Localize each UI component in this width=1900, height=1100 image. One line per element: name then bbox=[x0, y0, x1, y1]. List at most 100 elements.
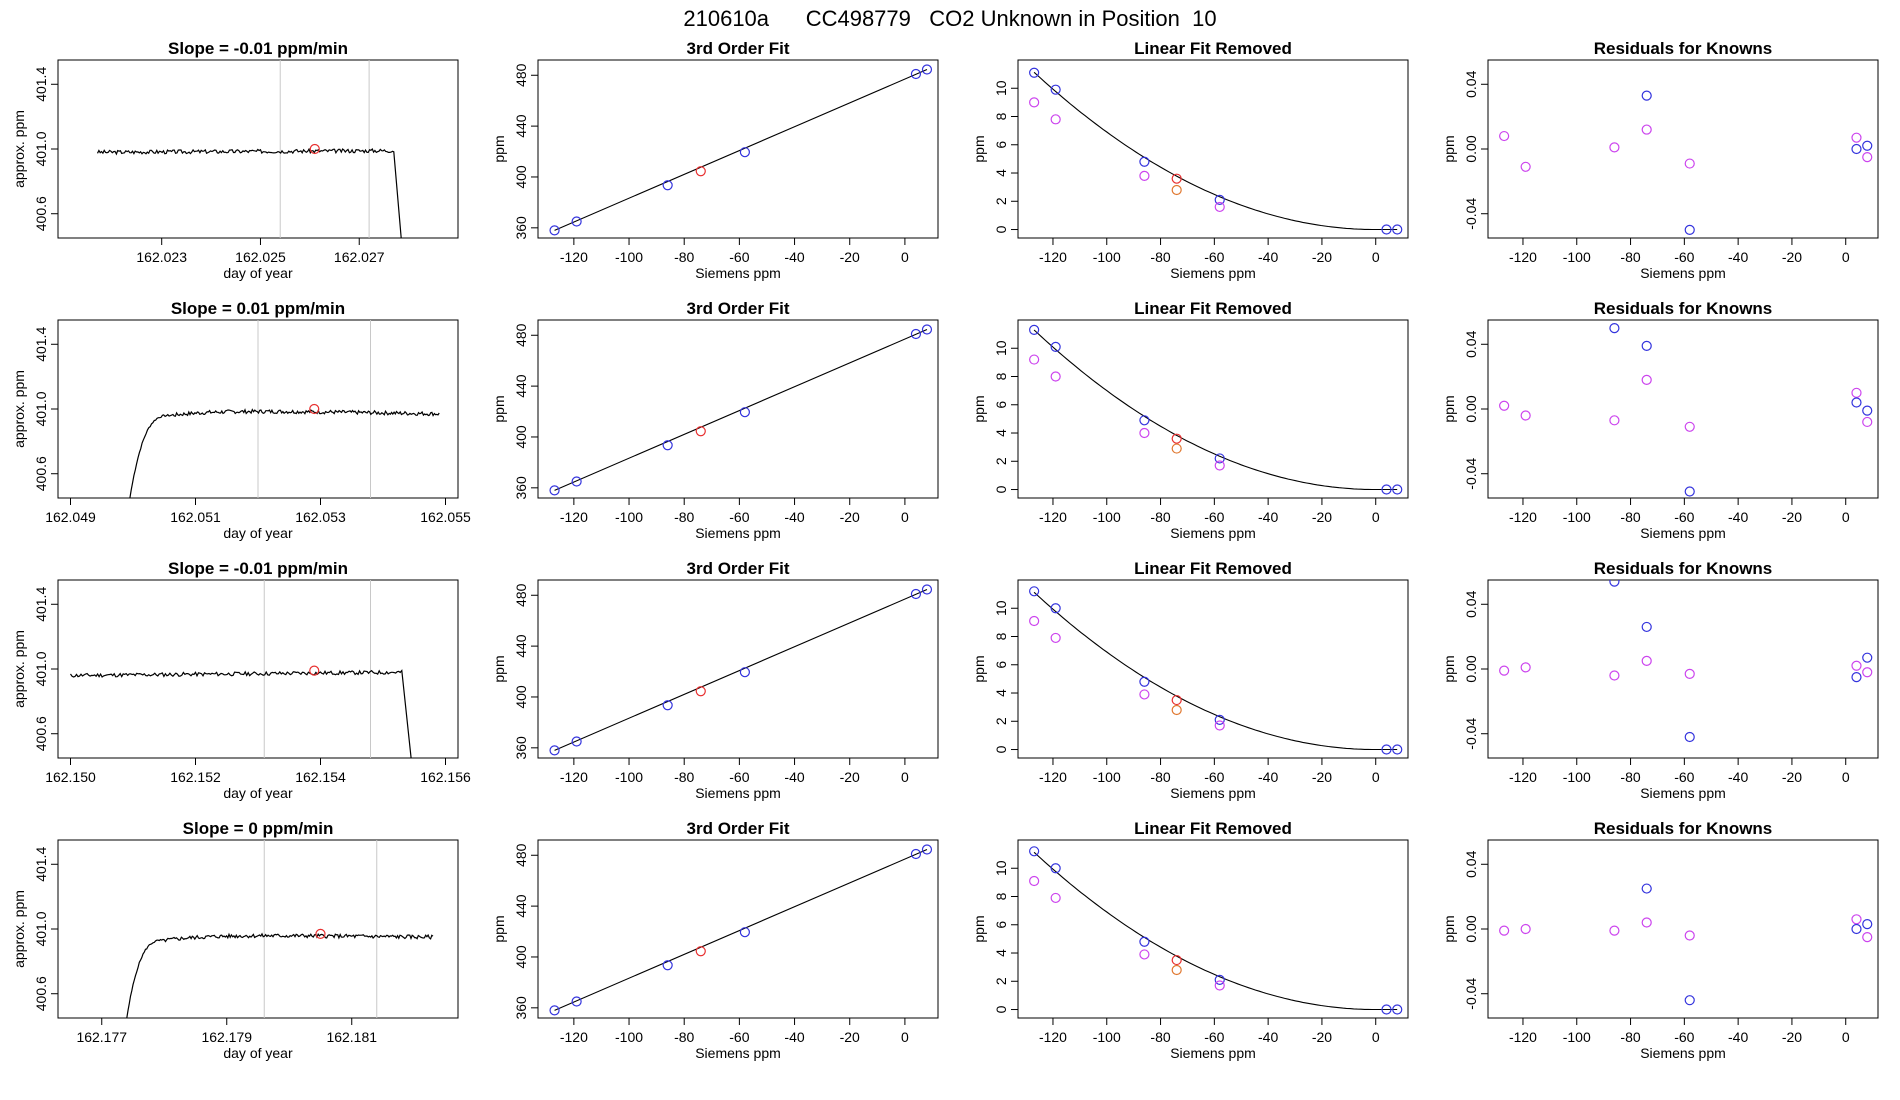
y-tick-label: 360 bbox=[513, 216, 529, 240]
x-axis-label: Siemens ppm bbox=[1170, 525, 1256, 541]
plot-frame bbox=[537, 319, 939, 499]
known-point bbox=[1214, 714, 1225, 725]
known-point bbox=[662, 960, 673, 971]
known-point bbox=[1684, 224, 1695, 236]
x-tick-label: -60 bbox=[729, 249, 749, 265]
magenta-point bbox=[1520, 923, 1531, 935]
x-tick-label: -20 bbox=[840, 1029, 860, 1045]
unknown_red-point bbox=[695, 166, 706, 177]
known-point bbox=[1641, 340, 1652, 351]
x-tick-label: -20 bbox=[1312, 249, 1332, 265]
y-tick-label: 10 bbox=[993, 340, 1009, 356]
plot-frame bbox=[1017, 59, 1409, 239]
magenta-point bbox=[1214, 980, 1225, 991]
x-tick-label: -20 bbox=[840, 249, 860, 265]
x-tick-label: 0 bbox=[1842, 769, 1850, 785]
y-tick-label: 8 bbox=[993, 372, 1009, 380]
x-tick-label: -40 bbox=[1728, 769, 1748, 785]
known-point bbox=[1684, 731, 1695, 743]
magenta-point bbox=[1029, 97, 1040, 108]
plot-area bbox=[549, 64, 933, 236]
known-point bbox=[910, 588, 922, 600]
plot-area bbox=[549, 584, 933, 756]
x-axis: -120 -100 -80 -60 -40 -20 0 Siemens ppm bbox=[560, 498, 909, 541]
magenta-point bbox=[1139, 427, 1150, 439]
y-tick-label: -0.04 bbox=[1463, 718, 1479, 750]
magenta-point bbox=[1214, 460, 1225, 471]
known-point bbox=[910, 848, 922, 860]
x-tick-label: -80 bbox=[1620, 509, 1640, 525]
x-axis-label: day of year bbox=[223, 1045, 293, 1061]
known-point bbox=[739, 407, 750, 418]
y-tick-label: 401.4 bbox=[33, 847, 49, 882]
x-axis: -120 -100 -80 -60 -40 -20 0 Siemens ppm bbox=[1039, 238, 1380, 281]
plot-area bbox=[1499, 90, 1873, 236]
y-tick-label: 8 bbox=[993, 112, 1009, 120]
x-tick-label: -40 bbox=[784, 509, 804, 525]
x-axis: -120 -100 -80 -60 -40 -20 0 Siemens ppm bbox=[1509, 498, 1850, 541]
x-tick-label: -120 bbox=[560, 1029, 588, 1045]
x-tick-label: -100 bbox=[1563, 249, 1591, 265]
known-point bbox=[1684, 995, 1695, 1006]
y-tick-label: 480 bbox=[513, 323, 529, 347]
unknown_red-point bbox=[695, 426, 706, 437]
y-axis-label: ppm bbox=[971, 915, 987, 942]
y-tick-label: 0.00 bbox=[1463, 395, 1479, 422]
x-axis-label: Siemens ppm bbox=[1640, 525, 1726, 541]
unknown_red-point bbox=[1171, 694, 1182, 706]
y-tick-label: 0 bbox=[993, 745, 1009, 753]
x-tick-label: 162.177 bbox=[76, 1029, 127, 1045]
magenta-point bbox=[1609, 670, 1620, 681]
known-point bbox=[1139, 936, 1150, 947]
y-tick-label: 400 bbox=[513, 165, 529, 189]
known-point bbox=[1851, 671, 1862, 683]
data-trace bbox=[69, 669, 412, 758]
x-tick-label: -40 bbox=[1258, 769, 1278, 785]
plot-area bbox=[1499, 322, 1873, 497]
x-axis: -120 -100 -80 -60 -40 -20 0 Siemens ppm bbox=[1509, 238, 1850, 281]
y-axis-label: ppm bbox=[491, 135, 507, 162]
x-axis-label: Siemens ppm bbox=[1640, 785, 1726, 801]
x-tick-label: -40 bbox=[784, 769, 804, 785]
y-axis: 0 2 4 6 8 10 ppm bbox=[971, 340, 1018, 493]
x-axis-label: day of year bbox=[223, 785, 293, 801]
x-tick-label: -120 bbox=[1039, 509, 1067, 525]
x-tick-label: 162.150 bbox=[45, 769, 96, 785]
plot-area bbox=[1029, 324, 1403, 495]
y-axis-label: ppm bbox=[1441, 395, 1457, 422]
panel-title: Residuals for Knowns bbox=[1594, 559, 1773, 578]
y-tick-label: 2 bbox=[993, 457, 1009, 465]
known-point bbox=[910, 328, 922, 340]
x-tick-label: 162.181 bbox=[326, 1029, 377, 1045]
known-point bbox=[910, 68, 922, 80]
known-point bbox=[1139, 415, 1150, 426]
y-tick-label: 4 bbox=[993, 689, 1009, 697]
known-point bbox=[1862, 919, 1873, 930]
y-axis-label: ppm bbox=[491, 655, 507, 682]
y-axis: 400.6 401.0 401.4 approx. ppm bbox=[11, 587, 58, 751]
y-axis: 0 2 4 6 8 10 ppm bbox=[971, 80, 1018, 233]
x-axis-label: Siemens ppm bbox=[1640, 1045, 1726, 1061]
unknown_red-point bbox=[695, 686, 706, 697]
magenta-point bbox=[1050, 114, 1061, 125]
y-axis: 360 400 440 480 ppm bbox=[491, 323, 538, 500]
x-tick-label: 0 bbox=[1842, 1029, 1850, 1045]
y-tick-label: 10 bbox=[993, 80, 1009, 96]
y-tick-label: 400.6 bbox=[33, 196, 49, 231]
x-tick-label: -60 bbox=[1674, 769, 1694, 785]
known-point bbox=[1862, 405, 1873, 416]
panel-title: 3rd Order Fit bbox=[687, 819, 790, 838]
y-tick-label: 0.04 bbox=[1463, 330, 1479, 357]
known-point bbox=[739, 927, 750, 938]
y-tick-label: 401.0 bbox=[33, 131, 49, 166]
known-point bbox=[571, 996, 582, 1007]
magenta-point bbox=[1851, 387, 1862, 398]
x-tick-label: -100 bbox=[1093, 509, 1121, 525]
x-tick-label: -80 bbox=[1150, 769, 1170, 785]
unknown_red-point bbox=[695, 946, 706, 957]
magenta-point bbox=[1029, 354, 1040, 365]
y-axis-label: ppm bbox=[971, 655, 987, 682]
x-tick-label: -20 bbox=[1312, 1029, 1332, 1045]
y-axis-label: ppm bbox=[1441, 915, 1457, 942]
x-axis: -120 -100 -80 -60 -40 -20 0 Siemens ppm bbox=[560, 758, 909, 801]
